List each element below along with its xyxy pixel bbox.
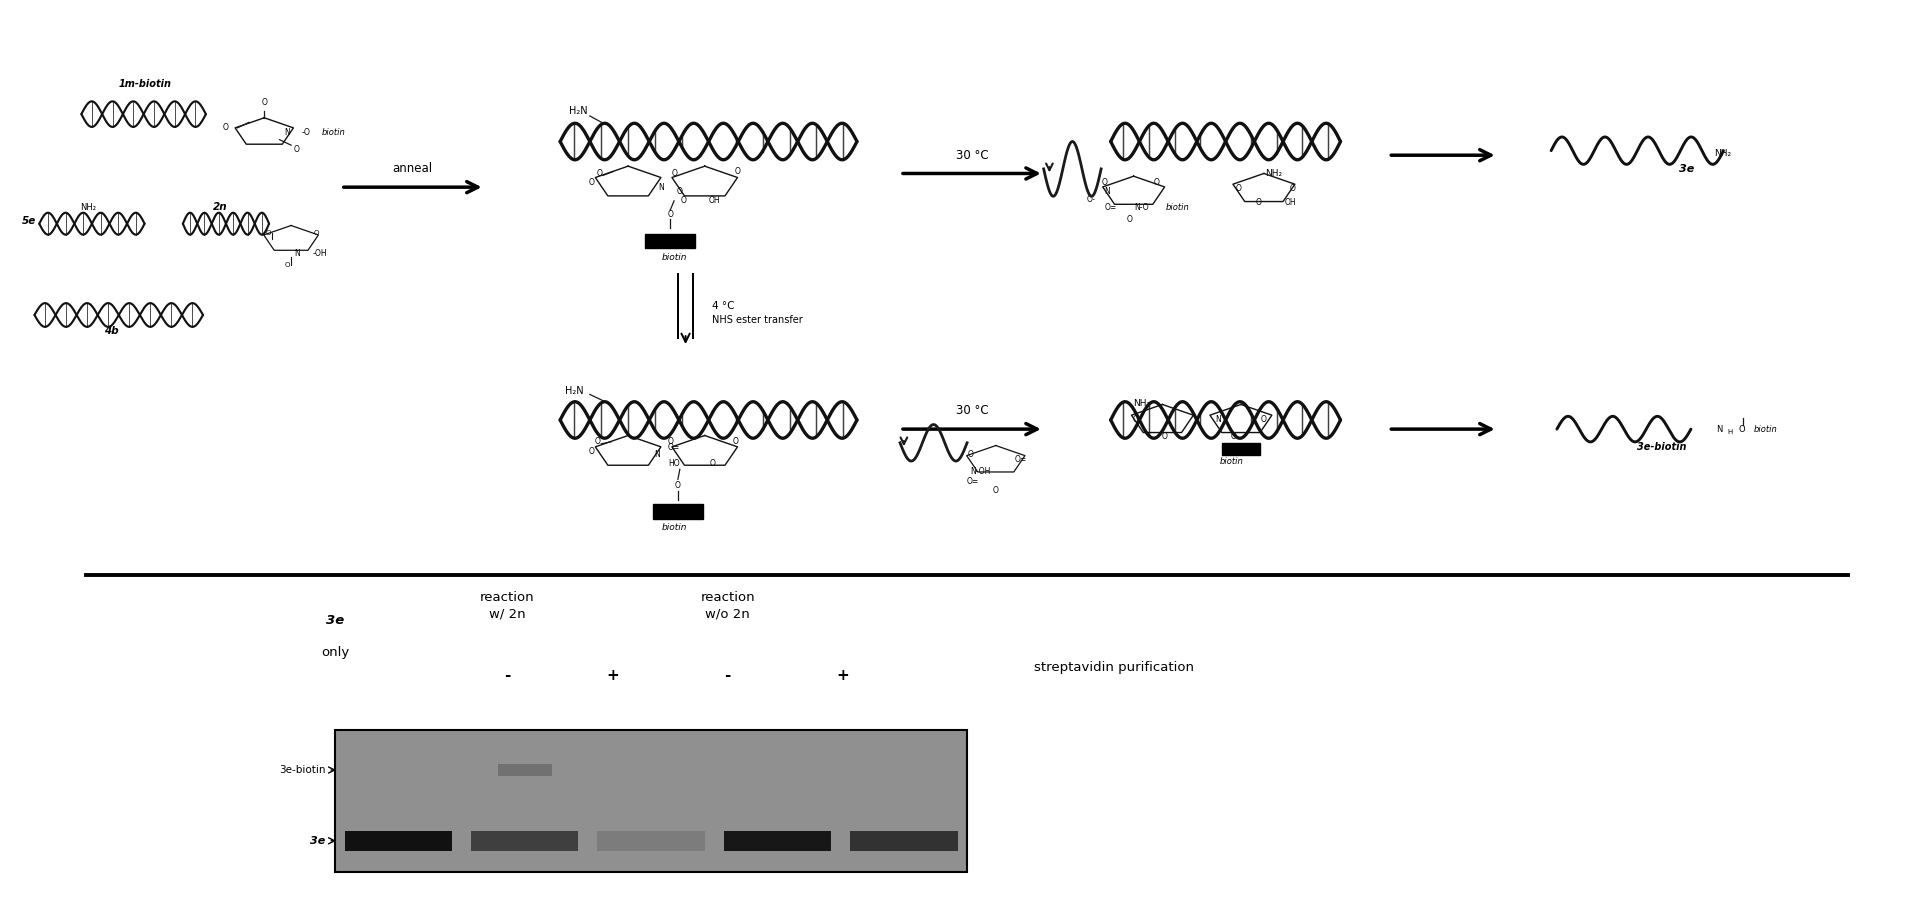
- Bar: [597, 831, 704, 851]
- Text: O=: O=: [668, 443, 679, 452]
- Text: O: O: [1160, 432, 1168, 441]
- Text: 2n: 2n: [212, 203, 228, 212]
- Text: OH: OH: [1284, 198, 1296, 207]
- Text: O: O: [293, 145, 300, 154]
- Text: O: O: [588, 447, 595, 456]
- Text: 30 °C: 30 °C: [955, 404, 988, 417]
- Text: O: O: [1152, 178, 1160, 187]
- Text: O: O: [1101, 178, 1108, 187]
- Text: O: O: [731, 437, 739, 446]
- Text: O: O: [222, 123, 230, 132]
- Text: O: O: [666, 210, 674, 219]
- Text: OH: OH: [708, 196, 720, 205]
- Text: biotin: biotin: [1166, 203, 1189, 212]
- Bar: [723, 831, 831, 851]
- Text: H₂N: H₂N: [565, 386, 584, 395]
- Text: NH₂: NH₂: [1133, 399, 1148, 408]
- Text: O: O: [266, 230, 270, 236]
- Text: O: O: [588, 178, 595, 187]
- Text: N: N: [1715, 425, 1721, 434]
- Text: O: O: [1288, 184, 1296, 194]
- Text: O: O: [967, 450, 974, 459]
- Text: O: O: [708, 459, 716, 468]
- Text: 3e: 3e: [310, 835, 335, 845]
- Bar: [645, 234, 695, 248]
- Text: O=: O=: [967, 477, 978, 486]
- Text: only: only: [322, 646, 348, 659]
- Text: streptavidin purification: streptavidin purification: [1034, 661, 1194, 674]
- Text: O: O: [1235, 184, 1242, 194]
- Text: O: O: [666, 437, 674, 446]
- Text: reaction: reaction: [701, 592, 754, 604]
- Text: anneal: anneal: [392, 163, 433, 175]
- Text: O: O: [1125, 215, 1133, 224]
- Text: O: O: [991, 486, 999, 495]
- Text: O: O: [670, 169, 678, 178]
- Text: 1m-biotin: 1m-biotin: [119, 79, 172, 89]
- Text: reaction: reaction: [480, 592, 534, 604]
- Text: 3e: 3e: [325, 614, 345, 627]
- Text: O: O: [593, 437, 601, 446]
- Text: O: O: [676, 187, 683, 196]
- Text: N: N: [657, 183, 664, 192]
- Text: -: -: [723, 668, 731, 683]
- Text: O: O: [285, 262, 289, 268]
- Bar: [335, 730, 967, 872]
- Text: NH₂: NH₂: [80, 203, 96, 212]
- Text: w/o 2n: w/o 2n: [704, 608, 750, 621]
- Text: biotin: biotin: [1753, 425, 1776, 434]
- Text: O-: O-: [1087, 194, 1095, 204]
- Text: N: N: [1102, 187, 1110, 196]
- Text: -OH: -OH: [312, 249, 327, 258]
- Text: O: O: [1229, 432, 1236, 441]
- Text: NH₂: NH₂: [1713, 149, 1730, 158]
- Text: O: O: [1259, 415, 1267, 425]
- Text: -O: -O: [302, 128, 310, 137]
- Bar: [1221, 443, 1259, 455]
- Text: +: +: [836, 668, 848, 683]
- Text: O: O: [314, 230, 318, 236]
- Text: 3e-biotin: 3e-biotin: [279, 765, 335, 775]
- Text: 5e: 5e: [21, 216, 36, 226]
- Text: H: H: [1726, 429, 1732, 435]
- Text: O: O: [595, 169, 603, 178]
- Text: biotin: biotin: [660, 523, 687, 532]
- Text: 3e: 3e: [1679, 164, 1694, 173]
- Text: 30 °C: 30 °C: [955, 149, 988, 162]
- Text: 4 °C: 4 °C: [712, 301, 735, 310]
- Text: -: -: [503, 668, 511, 683]
- Text: N-OH: N-OH: [970, 467, 990, 476]
- Bar: [850, 831, 957, 851]
- Text: O: O: [260, 98, 268, 107]
- Text: N: N: [653, 450, 660, 459]
- Text: O: O: [1254, 198, 1261, 207]
- Text: biotin: biotin: [322, 128, 345, 137]
- Text: N: N: [283, 128, 291, 137]
- Text: H₂N: H₂N: [568, 107, 588, 116]
- Bar: [471, 831, 578, 851]
- Text: NHS ester transfer: NHS ester transfer: [712, 315, 802, 324]
- Text: NH₂: NH₂: [1265, 169, 1280, 178]
- Text: +: +: [607, 668, 618, 683]
- Text: O: O: [1738, 425, 1744, 434]
- Bar: [345, 831, 452, 851]
- Text: biotin: biotin: [1219, 457, 1242, 467]
- Text: 3e-biotin: 3e-biotin: [1636, 443, 1686, 452]
- Text: w/ 2n: w/ 2n: [488, 608, 526, 621]
- Text: 4b: 4b: [103, 326, 119, 335]
- Text: O: O: [1131, 415, 1139, 425]
- Text: O: O: [674, 481, 681, 490]
- Text: N: N: [293, 249, 300, 258]
- Text: N-O: N-O: [1133, 203, 1148, 212]
- Text: O: O: [679, 196, 687, 205]
- Text: biotin: biotin: [660, 253, 687, 262]
- Text: O=: O=: [1104, 203, 1116, 212]
- Text: N: N: [1213, 415, 1221, 425]
- Text: O=: O=: [1014, 455, 1026, 464]
- Bar: [498, 764, 551, 776]
- Bar: [653, 504, 702, 519]
- Text: HO: HO: [668, 459, 679, 468]
- Text: O: O: [733, 167, 741, 176]
